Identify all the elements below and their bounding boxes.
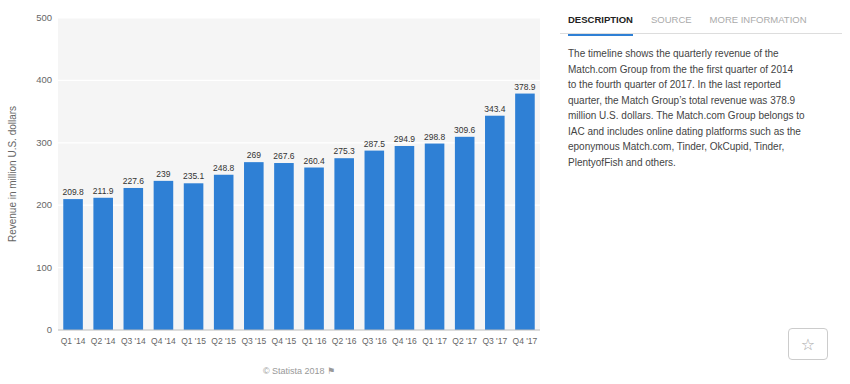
data-label: 267.6: [273, 151, 295, 161]
bar: [395, 146, 415, 330]
data-label: 227.6: [123, 176, 145, 186]
x-tick-label: Q3 '15: [241, 336, 266, 346]
bar: [334, 158, 354, 330]
grid-line: [58, 17, 540, 18]
bar: [515, 94, 535, 330]
bar: [425, 144, 445, 330]
data-label: 211.9: [93, 186, 114, 196]
plot-background: [58, 18, 540, 330]
y-tick-label: 100: [36, 262, 52, 273]
x-axis-line: [58, 330, 540, 331]
x-tick-label: Q2 '14: [91, 336, 116, 346]
x-tick-label: Q4 '16: [392, 336, 417, 346]
x-tick-label: Q1 '17: [422, 336, 447, 346]
grid-line: [58, 80, 540, 81]
tab[interactable]: SOURCE: [651, 14, 692, 27]
footer: © Statista 2018 ⚑: [263, 366, 335, 376]
y-axis-label: Revenue in million U.S. dollars: [7, 106, 18, 242]
side-panel: DESCRIPTION SOURCE MORE INFORMATION The tim…: [560, 14, 842, 370]
bookmark-icon[interactable]: ☆: [788, 328, 828, 360]
data-label: 269: [247, 150, 261, 160]
x-tick-label: Q2 '17: [452, 336, 477, 346]
x-tick-label: Q1 '16: [302, 336, 327, 346]
data-label: 239: [156, 169, 170, 179]
x-tick-label: Q3 '16: [362, 336, 387, 346]
x-tick-label: Q2 '15: [211, 336, 236, 346]
bar: [485, 116, 505, 330]
data-label: 248.8: [213, 163, 235, 173]
bar: [274, 163, 294, 330]
tab[interactable]: MORE INFORMATION: [710, 14, 807, 27]
y-tick-label: 0: [47, 324, 52, 335]
bar: [244, 162, 264, 330]
tab[interactable]: DESCRIPTION: [568, 14, 633, 36]
x-tick-label: Q1 '15: [181, 336, 206, 346]
y-tick-label: 300: [36, 137, 52, 148]
x-tick-label: Q1 '14: [61, 336, 86, 346]
data-label: 209.8: [62, 187, 84, 197]
data-label: 287.5: [364, 139, 386, 149]
data-label: 235.1: [183, 171, 205, 181]
bar: [304, 168, 324, 330]
x-tick-label: Q2 '16: [332, 336, 357, 346]
bar: [124, 188, 144, 330]
data-label: 343.4: [484, 104, 506, 114]
y-tick-label: 500: [36, 12, 52, 23]
bar: [63, 199, 83, 330]
chart: 0 100 200 300 400 500 209.8 211.9 227.6 239 235.1 2…: [0, 0, 550, 384]
bar: [93, 198, 113, 330]
bar: [365, 151, 385, 330]
bar: [154, 181, 174, 330]
data-label: 309.6: [454, 125, 476, 135]
y-tick-label: 200: [36, 199, 52, 210]
data-label: 260.4: [303, 156, 325, 166]
data-label: 294.9: [394, 134, 416, 144]
x-tick-label: Q3 '17: [482, 336, 507, 346]
data-label: 298.8: [424, 132, 446, 142]
description: The timeline shows the quarterly revenue…: [560, 34, 842, 170]
x-tick-label: Q4 '17: [513, 336, 538, 346]
x-tick-label: Q3 '14: [121, 336, 146, 346]
x-tick-label: Q4 '14: [151, 336, 176, 346]
bar: [214, 175, 234, 330]
data-label: 275.3: [334, 146, 356, 156]
bars: [63, 94, 534, 330]
bar: [184, 183, 204, 330]
grid-line: [58, 329, 540, 330]
bar: [455, 137, 475, 330]
tab-bar: DESCRIPTION SOURCE MORE INFORMATION: [560, 14, 842, 34]
x-tick-label: Q4 '15: [272, 336, 297, 346]
y-tick-label: 400: [36, 74, 52, 85]
data-label: 378.9: [514, 82, 536, 92]
